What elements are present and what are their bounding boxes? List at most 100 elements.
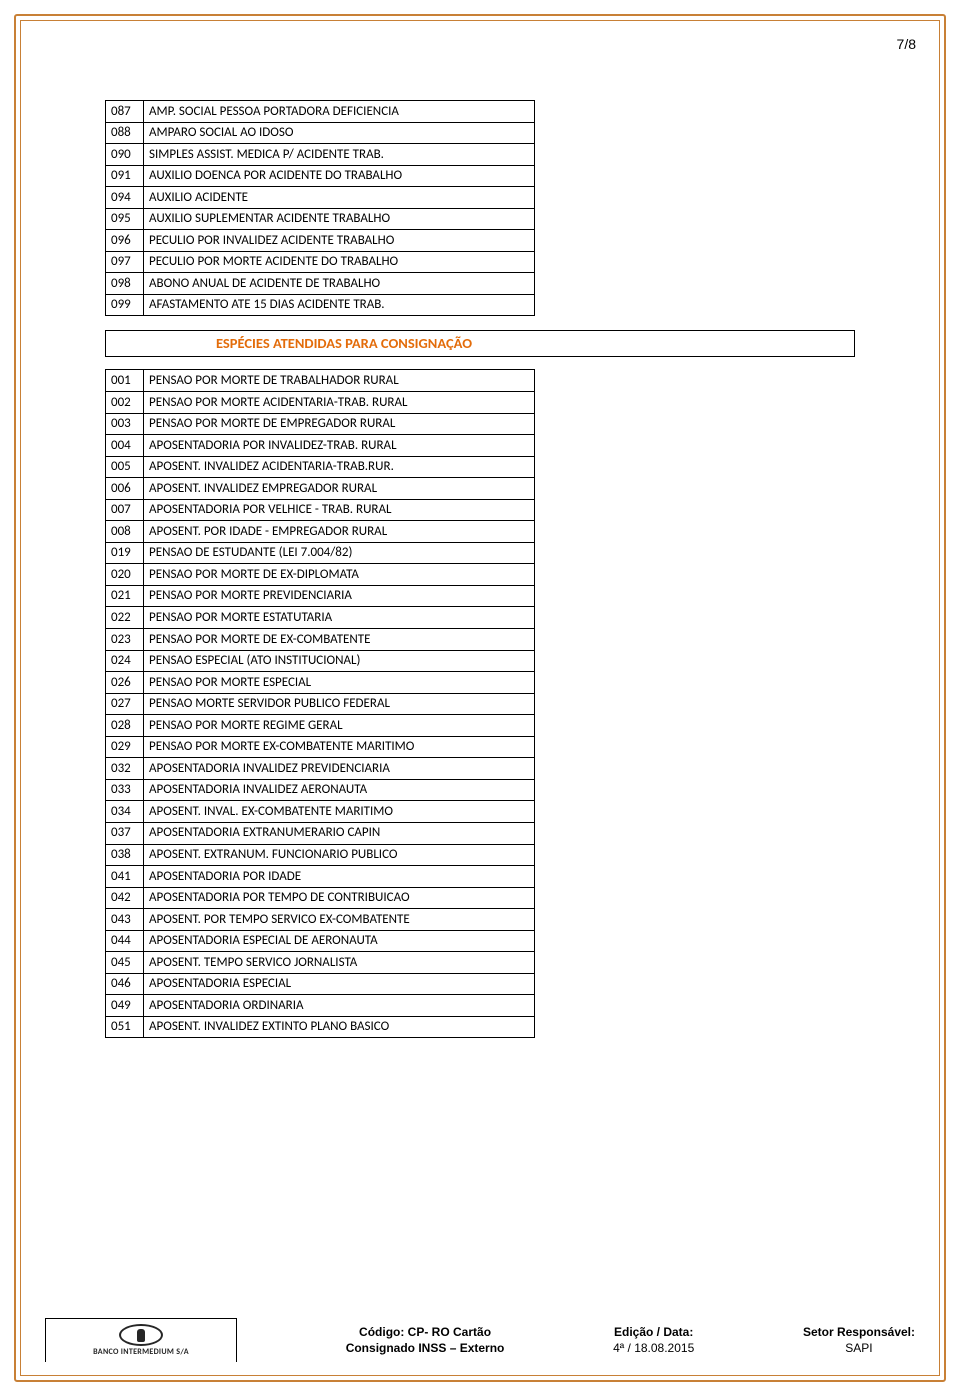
description-cell: PENSAO POR MORTE DE TRABALHADOR RURAL — [144, 370, 535, 392]
description-cell: PENSAO POR MORTE PREVIDENCIARIA — [144, 585, 535, 607]
description-cell: APOSENTADORIA POR INVALIDEZ-TRAB. RURAL — [144, 435, 535, 457]
table-row: 090SIMPLES ASSIST. MEDICA P/ ACIDENTE TR… — [106, 144, 535, 166]
table-row: 049APOSENTADORIA ORDINARIA — [106, 995, 535, 1017]
code-cell: 001 — [106, 370, 144, 392]
code-cell: 019 — [106, 542, 144, 564]
code-cell: 042 — [106, 887, 144, 909]
description-cell: APOSENTADORIA POR IDADE — [144, 866, 535, 888]
main-content: 087AMP. SOCIAL PESSOA PORTADORA DEFICIEN… — [105, 100, 855, 1038]
footer-code-block: Código: CP- RO Cartão Consignado INSS – … — [346, 1324, 505, 1356]
description-cell: ABONO ANUAL DE ACIDENTE DE TRABALHO — [144, 273, 535, 295]
table-row: 097PECULIO POR MORTE ACIDENTE DO TRABALH… — [106, 251, 535, 273]
description-cell: PENSAO MORTE SERVIDOR PUBLICO FEDERAL — [144, 693, 535, 715]
table-row: 034APOSENT. INVAL. EX-COMBATENTE MARITIM… — [106, 801, 535, 823]
table-row: 042APOSENTADORIA POR TEMPO DE CONTRIBUIC… — [106, 887, 535, 909]
table-row: 006APOSENT. INVALIDEZ EMPREGADOR RURAL — [106, 478, 535, 500]
description-cell: APOSENTADORIA POR TEMPO DE CONTRIBUICAO — [144, 887, 535, 909]
description-cell: PECULIO POR INVALIDEZ ACIDENTE TRABALHO — [144, 230, 535, 252]
table-row: 004APOSENTADORIA POR INVALIDEZ-TRAB. RUR… — [106, 435, 535, 457]
table-row: 033APOSENTADORIA INVALIDEZ AERONAUTA — [106, 779, 535, 801]
code-cell: 033 — [106, 779, 144, 801]
code-cell: 034 — [106, 801, 144, 823]
code-cell: 044 — [106, 930, 144, 952]
description-cell: APOSENT. TEMPO SERVICO JORNALISTA — [144, 952, 535, 974]
code-cell: 046 — [106, 973, 144, 995]
description-cell: APOSENT. EXTRANUM. FUNCIONARIO PUBLICO — [144, 844, 535, 866]
description-cell: APOSENT. INVALIDEZ EMPREGADOR RURAL — [144, 478, 535, 500]
description-cell: APOSENT. INVAL. EX-COMBATENTE MARITIMO — [144, 801, 535, 823]
table-row: 022PENSAO POR MORTE ESTATUTARIA — [106, 607, 535, 629]
description-cell: AUXILIO ACIDENTE — [144, 187, 535, 209]
table-row: 002PENSAO POR MORTE ACIDENTARIA-TRAB. RU… — [106, 392, 535, 414]
table-row: 019PENSAO DE ESTUDANTE (LEI 7.004/82) — [106, 542, 535, 564]
footer-sector-value: SAPI — [803, 1340, 915, 1356]
table-row: 087AMP. SOCIAL PESSOA PORTADORA DEFICIEN… — [106, 101, 535, 123]
code-cell: 022 — [106, 607, 144, 629]
code-cell: 095 — [106, 208, 144, 230]
footer-edition-value: 4ª / 18.08.2015 — [613, 1340, 694, 1356]
table-row: 045APOSENT. TEMPO SERVICO JORNALISTA — [106, 952, 535, 974]
code-cell: 037 — [106, 822, 144, 844]
code-cell: 098 — [106, 273, 144, 295]
code-cell: 021 — [106, 585, 144, 607]
description-cell: APOSENTADORIA INVALIDEZ PREVIDENCIARIA — [144, 758, 535, 780]
table-row: 051APOSENT. INVALIDEZ EXTINTO PLANO BASI… — [106, 1016, 535, 1038]
description-cell: APOSENT. INVALIDEZ EXTINTO PLANO BASICO — [144, 1016, 535, 1038]
code-cell: 003 — [106, 413, 144, 435]
footer-code-label: Código: CP- RO Cartão — [346, 1324, 505, 1340]
description-cell: APOSENTADORIA ESPECIAL — [144, 973, 535, 995]
description-cell: SIMPLES ASSIST. MEDICA P/ ACIDENTE TRAB. — [144, 144, 535, 166]
bank-logo-icon — [119, 1324, 163, 1346]
code-cell: 005 — [106, 456, 144, 478]
code-cell: 096 — [106, 230, 144, 252]
table-row: 028PENSAO POR MORTE REGIME GERAL — [106, 715, 535, 737]
footer-sector-label: Setor Responsável: — [803, 1324, 915, 1340]
code-cell: 094 — [106, 187, 144, 209]
code-cell: 087 — [106, 101, 144, 123]
code-cell: 006 — [106, 478, 144, 500]
table-row: 001PENSAO POR MORTE DE TRABALHADOR RURAL — [106, 370, 535, 392]
code-cell: 038 — [106, 844, 144, 866]
table-row: 098ABONO ANUAL DE ACIDENTE DE TRABALHO — [106, 273, 535, 295]
page-number: 7/8 — [897, 36, 916, 52]
table-especies-nao-atendidas: 087AMP. SOCIAL PESSOA PORTADORA DEFICIEN… — [105, 100, 535, 316]
footer-edition-block: Edição / Data: 4ª / 18.08.2015 — [613, 1324, 694, 1356]
footer-edition-label: Edição / Data: — [613, 1324, 694, 1340]
code-cell: 045 — [106, 952, 144, 974]
table-especies-atendidas: 001PENSAO POR MORTE DE TRABALHADOR RURAL… — [105, 369, 535, 1038]
description-cell: PENSAO POR MORTE REGIME GERAL — [144, 715, 535, 737]
code-cell: 043 — [106, 909, 144, 931]
footer-sector-block: Setor Responsável: SAPI — [803, 1324, 915, 1356]
description-cell: AUXILIO SUPLEMENTAR ACIDENTE TRABALHO — [144, 208, 535, 230]
code-cell: 091 — [106, 165, 144, 187]
code-cell: 029 — [106, 736, 144, 758]
description-cell: APOSENTADORIA POR VELHICE - TRAB. RURAL — [144, 499, 535, 521]
description-cell: AMPARO SOCIAL AO IDOSO — [144, 122, 535, 144]
table-row: 091AUXILIO DOENCA POR ACIDENTE DO TRABAL… — [106, 165, 535, 187]
page-footer: BANCO INTERMEDIUM S/A Código: CP- RO Car… — [45, 1318, 915, 1362]
table-row: 027PENSAO MORTE SERVIDOR PUBLICO FEDERAL — [106, 693, 535, 715]
description-cell: PENSAO POR MORTE ESTATUTARIA — [144, 607, 535, 629]
table-row: 094AUXILIO ACIDENTE — [106, 187, 535, 209]
description-cell: AUXILIO DOENCA POR ACIDENTE DO TRABALHO — [144, 165, 535, 187]
table-row: 023PENSAO POR MORTE DE EX-COMBATENTE — [106, 629, 535, 651]
description-cell: APOSENTADORIA INVALIDEZ AERONAUTA — [144, 779, 535, 801]
code-cell: 008 — [106, 521, 144, 543]
description-cell: APOSENTADORIA ESPECIAL DE AERONAUTA — [144, 930, 535, 952]
section-heading: ESPÉCIES ATENDIDAS PARA CONSIGNAÇÃO — [216, 334, 472, 352]
code-cell: 041 — [106, 866, 144, 888]
table-row: 044APOSENTADORIA ESPECIAL DE AERONAUTA — [106, 930, 535, 952]
description-cell: PENSAO POR MORTE ACIDENTARIA-TRAB. RURAL — [144, 392, 535, 414]
table-row: 037APOSENTADORIA EXTRANUMERARIO CAPIN — [106, 822, 535, 844]
table-row: 095AUXILIO SUPLEMENTAR ACIDENTE TRABALHO — [106, 208, 535, 230]
description-cell: APOSENT. INVALIDEZ ACIDENTARIA-TRAB.RUR. — [144, 456, 535, 478]
description-cell: APOSENT. POR TEMPO SERVICO EX-COMBATENTE — [144, 909, 535, 931]
code-cell: 028 — [106, 715, 144, 737]
code-cell: 026 — [106, 672, 144, 694]
code-cell: 032 — [106, 758, 144, 780]
description-cell: PENSAO POR MORTE DE EX-COMBATENTE — [144, 629, 535, 651]
description-cell: PENSAO ESPECIAL (ATO INSTITUCIONAL) — [144, 650, 535, 672]
code-cell: 097 — [106, 251, 144, 273]
description-cell: PENSAO POR MORTE DE EX-DIPLOMATA — [144, 564, 535, 586]
table-row: 008APOSENT. POR IDADE - EMPREGADOR RURAL — [106, 521, 535, 543]
